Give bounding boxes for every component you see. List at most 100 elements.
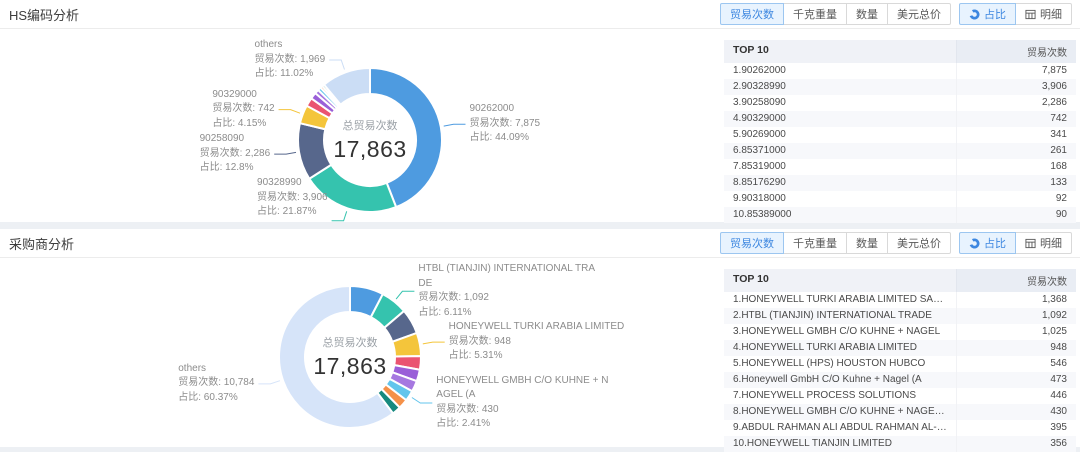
row-value: 7,875 — [956, 63, 1076, 79]
slice-label-pct: 占比: 6.11% — [418, 306, 472, 318]
metric-button[interactable]: 贸易次数 — [720, 3, 784, 25]
panel-controls: 贸易次数 千克重量 数量 美元总价 占比 明细 — [720, 232, 1072, 254]
label-line — [422, 341, 445, 345]
slice-label-name: 90329000 — [212, 88, 257, 100]
view-button-group: 占比 明细 — [959, 3, 1072, 25]
row-label: 9.ABDUL RAHMAN ALI ABDUL RAHMAN AL-TU — [733, 422, 951, 433]
table-row: 8.HONEYWELL GMBH C/O KUHNE + NAGEL (A 430 — [724, 404, 1076, 420]
table-row: 10.HONEYWELL TIANJIN LIMITED 356 — [724, 436, 1076, 452]
slice-label-pct: 占比: 5.31% — [448, 350, 503, 362]
metric-button[interactable]: 美元总价 — [887, 232, 951, 254]
table-row: 9.ABDUL RAHMAN ALI ABDUL RAHMAN AL-TU 395 — [724, 420, 1076, 436]
row-value: 3,906 — [956, 79, 1076, 95]
row-label: 3.HONEYWELL GMBH C/O KUHNE + NAGEL — [733, 326, 941, 337]
slice-label-value: 贸易次数: 3,906 — [257, 191, 328, 203]
slice-label-value: 贸易次数: 430 — [436, 403, 499, 415]
donut-slice[interactable] — [322, 66, 371, 107]
slice-label-value: 贸易次数: 1,969 — [254, 53, 326, 65]
slice-label-name: 90328990 — [257, 177, 302, 188]
row-label: 8.85176290 — [733, 177, 786, 188]
donut-svg — [258, 284, 445, 429]
donut-chart-hs-code: 总贸易次数 17,863 90262000 贸易次数: 7,875 占比: 44.0… — [0, 29, 724, 222]
metric-button[interactable]: 美元总价 — [887, 3, 951, 25]
view-button-label: 明细 — [1040, 9, 1062, 21]
row-label: 7.85319000 — [733, 161, 786, 172]
table-row: 6.Honeywell GmbH C/O Kuhne + Nagel (A 473 — [724, 372, 1076, 388]
row-label: 1.90262000 — [733, 65, 786, 76]
table-row: 1.HONEYWELL TURKI ARABIA LIMITED SAUD 1,3… — [724, 292, 1076, 308]
row-value: 168 — [956, 159, 1076, 175]
table-row: 2.90328990 3,906 — [724, 79, 1076, 95]
row-label: 6.85371000 — [733, 145, 786, 156]
metric-button[interactable]: 千克重量 — [783, 3, 847, 25]
metric-button[interactable]: 贸易次数 — [720, 232, 784, 254]
row-label: 2.HTBL (TIANJIN) INTERNATIONAL TRADE — [733, 310, 932, 321]
row-label: 8.HONEYWELL GMBH C/O KUHNE + NAGEL (A — [733, 406, 953, 417]
metric-button[interactable]: 数量 — [846, 3, 888, 25]
panel-header: HS编码分析 贸易次数 千克重量 数量 美元总价 占比 明细 — [0, 0, 1080, 29]
table-row: 5.HONEYWELL (HPS) HOUSTON HUBCO 546 — [724, 356, 1076, 372]
slice-label-pct: 占比: 11.02% — [254, 68, 314, 80]
donut-slice[interactable] — [369, 66, 443, 209]
label-line — [278, 109, 301, 114]
row-value: 341 — [956, 127, 1076, 143]
panel-title: HS编码分析 — [9, 7, 80, 23]
view-button[interactable]: 占比 — [959, 3, 1016, 25]
table-row: 7.85319000 168 — [724, 159, 1076, 175]
table-row: 8.85176290 133 — [724, 175, 1076, 191]
panel-hs-code-analysis: HS编码分析 贸易次数 千克重量 数量 美元总价 占比 明细 总贸易次数 17,863 … — [0, 0, 1080, 223]
top10-table: TOP 10 贸易次数 1.90262000 7,875 2.90328990 3,9… — [724, 40, 1076, 223]
table-row: 7.HONEYWELL PROCESS SOLUTIONS 446 — [724, 388, 1076, 404]
view-button[interactable]: 占比 — [959, 232, 1016, 254]
table-header-value: 贸易次数 — [956, 40, 1076, 63]
slice-label-value: 贸易次数: 742 — [212, 103, 275, 115]
slice-label: 90328990 贸易次数: 3,906 占比: 21.87% — [257, 176, 328, 220]
donut-slice[interactable] — [278, 284, 395, 429]
slice-label: others 贸易次数: 10,784 占比: 60.37% — [178, 362, 254, 406]
row-label: 4.90329000 — [733, 113, 786, 124]
metric-button[interactable]: 数量 — [846, 232, 888, 254]
row-value: 92 — [956, 191, 1076, 207]
top10-table: TOP 10 贸易次数 1.HONEYWELL TURKI ARABIA LIM… — [724, 269, 1076, 452]
table-header: TOP 10 贸易次数 — [724, 269, 1076, 292]
slice-label: HTBL (TIANJIN) INTERNATIONAL TRADE 贸易次数: … — [418, 262, 596, 320]
panel-title: 采购商分析 — [9, 236, 75, 252]
metric-button[interactable]: 千克重量 — [783, 232, 847, 254]
row-value: 473 — [956, 372, 1076, 388]
view-button-label: 明细 — [1040, 238, 1062, 250]
row-value: 1,368 — [956, 292, 1076, 308]
table-row: 1.90262000 7,875 — [724, 63, 1076, 79]
donut-chart-buyers: 总贸易次数 17,863 HTBL (TIANJIN) INTERNATIONA… — [0, 258, 724, 447]
table-row: 10.85389000 90 — [724, 207, 1076, 223]
table-row: 5.90269000 341 — [724, 127, 1076, 143]
row-label: 5.HONEYWELL (HPS) HOUSTON HUBCO — [733, 358, 926, 369]
row-label: 6.Honeywell GmbH C/O Kuhne + Nagel (A — [733, 374, 922, 385]
row-label: 7.HONEYWELL PROCESS SOLUTIONS — [733, 390, 917, 401]
slice-label-name: 90262000 — [469, 103, 515, 115]
table-row: 4.90329000 742 — [724, 111, 1076, 127]
pie-icon — [969, 237, 980, 249]
table-rows: 1.HONEYWELL TURKI ARABIA LIMITED SAUD 1,3… — [724, 292, 1076, 452]
slice-label-value: 贸易次数: 1,092 — [418, 292, 489, 304]
slice-label-pct: 占比: 12.8% — [199, 162, 254, 174]
slice-label: 90258090 贸易次数: 2,286 占比: 12.8% — [200, 132, 271, 176]
panel-body: 总贸易次数 17,863 90262000 贸易次数: 7,875 占比: 44.0… — [0, 29, 1080, 223]
view-button-label: 占比 — [984, 238, 1006, 250]
table-row: 3.HONEYWELL GMBH C/O KUHNE + NAGEL 1,025 — [724, 324, 1076, 340]
row-value: 1,025 — [956, 324, 1076, 340]
row-value: 90 — [956, 207, 1076, 223]
slice-label-value: 贸易次数: 2,286 — [199, 147, 271, 159]
table-header-name: TOP 10 — [724, 40, 956, 63]
slice-label-value: 贸易次数: 948 — [448, 335, 511, 347]
slice-label-name: 90258090 — [199, 133, 245, 145]
donut-svg — [274, 59, 466, 222]
table-row: 9.90318000 92 — [724, 191, 1076, 207]
row-value: 446 — [956, 388, 1076, 404]
table-header-name: TOP 10 — [724, 269, 956, 292]
row-label: 5.90269000 — [733, 129, 786, 140]
view-button[interactable]: 明细 — [1015, 232, 1072, 254]
view-button[interactable]: 明细 — [1015, 3, 1072, 25]
row-value: 948 — [956, 340, 1076, 356]
row-label: 4.HONEYWELL TURKI ARABIA LIMITED — [733, 342, 917, 353]
